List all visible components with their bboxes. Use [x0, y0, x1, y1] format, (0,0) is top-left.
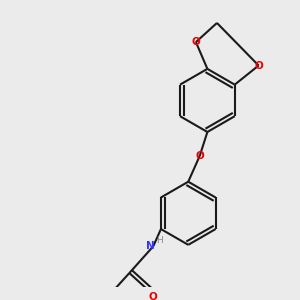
- Text: O: O: [191, 37, 200, 47]
- Text: H: H: [157, 236, 163, 245]
- Text: O: O: [254, 61, 263, 70]
- Text: O: O: [149, 292, 158, 300]
- Text: O: O: [195, 151, 204, 161]
- Text: N: N: [146, 241, 155, 251]
